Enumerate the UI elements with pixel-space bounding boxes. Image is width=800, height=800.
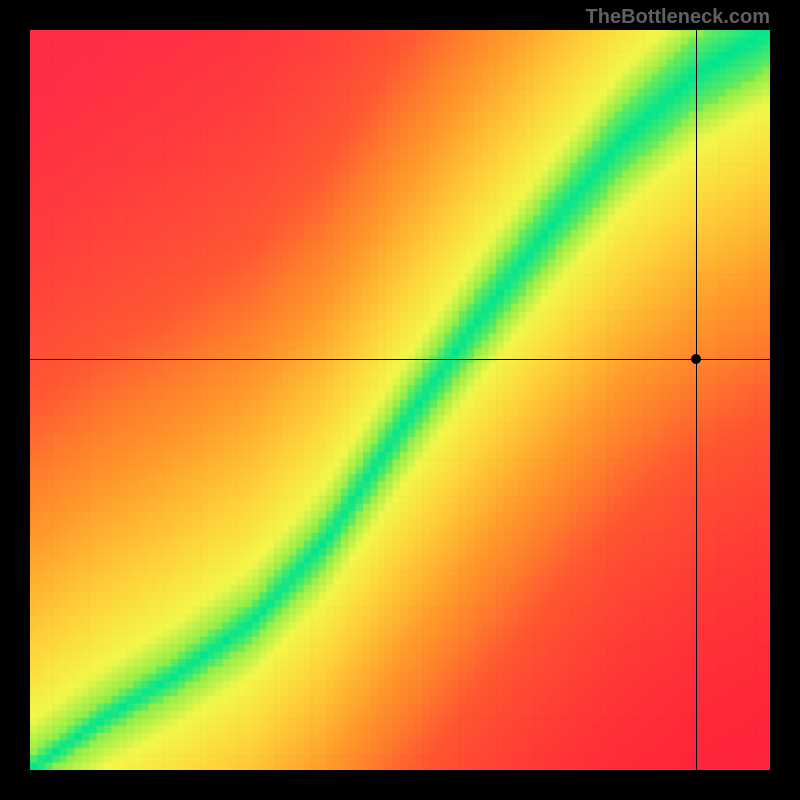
crosshair-marker	[691, 354, 701, 364]
crosshair-horizontal	[30, 359, 770, 360]
watermark-text: TheBottleneck.com	[586, 6, 770, 29]
crosshair-vertical	[696, 30, 697, 770]
heatmap-plot	[30, 30, 770, 770]
heatmap-canvas	[30, 30, 770, 770]
